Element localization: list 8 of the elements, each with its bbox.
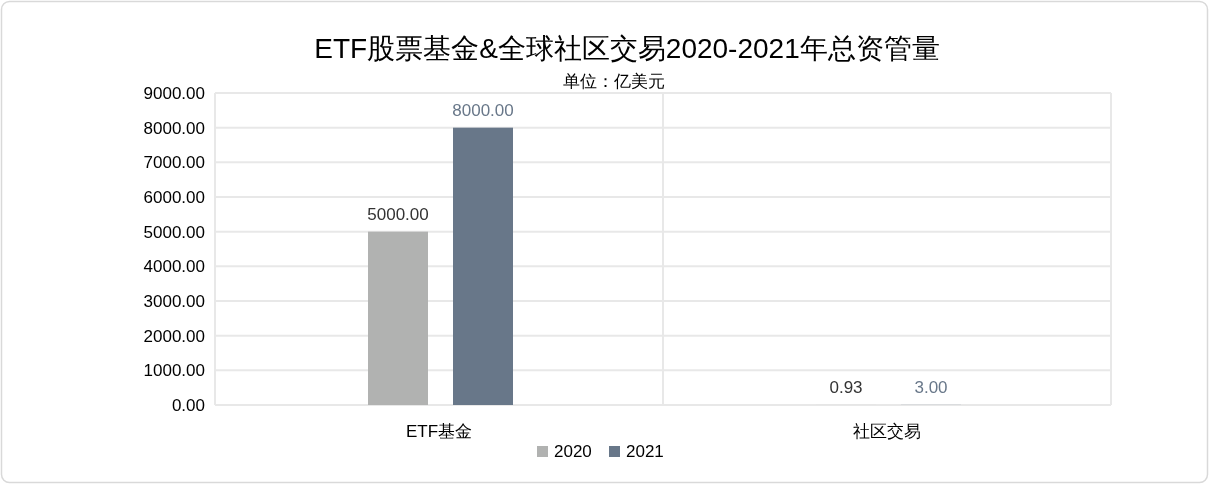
label: 5000.00 xyxy=(367,204,429,224)
title: ETF股票基金&全球社区交易2020-2021年总资管量 xyxy=(314,33,940,64)
label: 8000.00 xyxy=(452,100,514,120)
label: 3.00 xyxy=(914,377,948,397)
legend-label: 2020 xyxy=(554,442,592,461)
subtitle: 单位：亿美元 xyxy=(563,72,665,91)
label: 0.93 xyxy=(829,377,863,397)
legend-label: 2021 xyxy=(626,442,664,461)
